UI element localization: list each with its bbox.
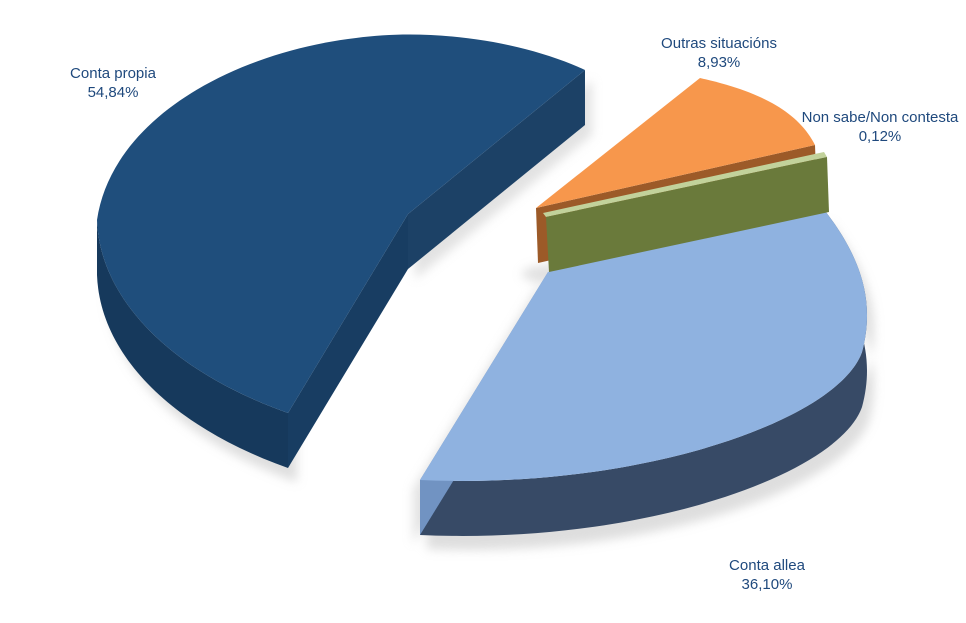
label-outras: Outras situacións 8,93% [661,34,777,72]
slice-conta-propia-rim [97,220,288,468]
label-conta-allea: Conta allea 36,10% [729,556,805,594]
label-nsnc: Non sabe/Non contesta 0,12% [802,108,959,146]
slice-nsnc-top [543,152,827,217]
slice-conta-propia-group [97,34,585,468]
slice-conta-propia-side-lower [288,214,408,468]
slice-conta-allea-rim [420,207,868,536]
slice-outras[interactable] [536,78,815,208]
label-outras-value: 8,93% [697,54,741,71]
slice-conta-propia[interactable] [97,34,585,414]
slice-conta-allea[interactable] [420,207,868,481]
label-nsnc-name: Non sabe/Non contesta [801,109,959,126]
label-conta-propia-value: 54,84% [87,84,139,101]
slice-conta-allea-group [420,207,868,536]
label-conta-allea-name: Conta allea [729,557,805,574]
label-conta-allea-value: 36,10% [741,576,793,593]
slice-conta-propia-side-right [408,70,585,269]
slice-nsnc-group [543,152,829,272]
label-nsnc-value: 0,12% [858,128,902,145]
label-conta-propia-name: Conta propia [70,65,156,82]
label-conta-propia: Conta propia 54,84% [70,64,156,102]
slice-nsnc[interactable] [546,157,829,272]
label-outras-name: Outras situacións [661,35,777,52]
